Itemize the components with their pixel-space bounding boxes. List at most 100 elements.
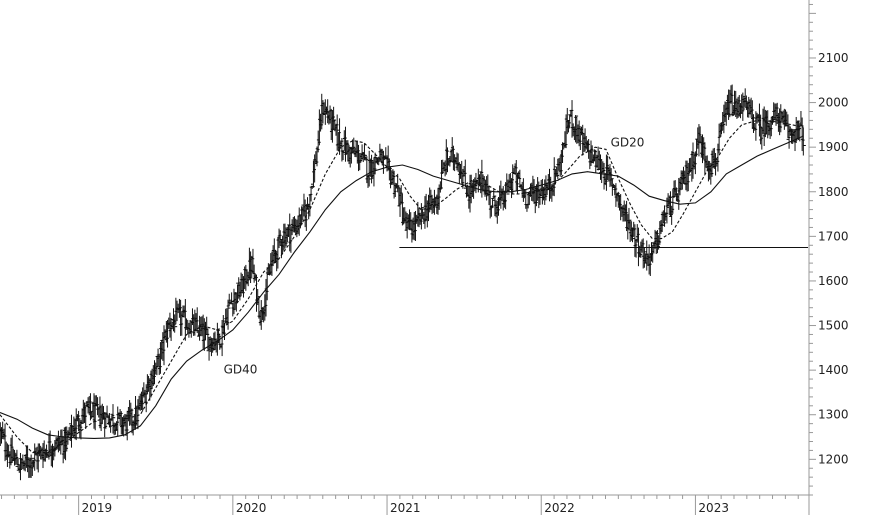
ohlc-bar xyxy=(153,362,159,375)
series-line-gd20 xyxy=(0,119,804,454)
ohlc-bar xyxy=(23,445,29,468)
ohlc-bar xyxy=(562,131,568,148)
ohlc-bar xyxy=(185,319,191,334)
ohlc-bar xyxy=(599,159,605,184)
ohlc-bar xyxy=(40,443,46,469)
ohlc-bar xyxy=(130,420,136,436)
y-tick-label: 1400 xyxy=(818,363,849,377)
ohlc-bar xyxy=(786,125,792,149)
ohlc-bar xyxy=(154,356,160,376)
ohlc-bar xyxy=(262,294,268,321)
ohlc-bar xyxy=(19,458,25,470)
ohlc-bar xyxy=(628,221,634,241)
ohlc-bar xyxy=(348,146,354,164)
ohlc-bar xyxy=(594,154,600,168)
ohlc-bar xyxy=(96,406,102,418)
ohlc-bar xyxy=(601,162,607,190)
ohlc-bar xyxy=(800,127,806,156)
ohlc-bar xyxy=(223,308,229,323)
ohlc-bar xyxy=(92,395,98,431)
ohlc-bar xyxy=(482,180,488,195)
ohlc-bar xyxy=(246,247,252,280)
ohlc-bar xyxy=(429,194,435,215)
ohlc-bar xyxy=(443,139,449,175)
ohlc-bar xyxy=(423,193,429,222)
ohlc-bar xyxy=(35,443,41,473)
ohlc-bar xyxy=(93,395,99,407)
ohlc-bar xyxy=(232,292,238,310)
ohlc-bar xyxy=(178,299,184,336)
ohlc-bar xyxy=(690,142,696,179)
ohlc-bar xyxy=(685,162,691,192)
ohlc-bar xyxy=(539,178,545,205)
ohlc-bar xyxy=(7,451,13,469)
ohlc-bar xyxy=(576,120,582,147)
series-line-gd40 xyxy=(0,135,804,439)
ohlc-bar xyxy=(600,161,606,174)
ohlc-bar xyxy=(733,90,739,118)
ohlc-bar xyxy=(282,223,288,249)
ohlc-bar xyxy=(587,150,593,170)
ohlc-bar xyxy=(759,127,765,150)
ohlc-bar xyxy=(208,337,214,357)
ohlc-bar xyxy=(212,331,218,350)
ohlc-bar xyxy=(760,108,766,135)
ohlc-bar xyxy=(625,214,631,240)
ohlc-bar xyxy=(702,142,708,174)
ohlc-bar xyxy=(452,154,458,172)
ohlc-bar xyxy=(22,454,28,472)
ohlc-bar xyxy=(188,321,194,338)
ohlc-bar xyxy=(799,117,805,152)
ohlc-bar xyxy=(142,389,148,404)
ohlc-bar xyxy=(538,180,544,195)
ohlc-bar xyxy=(695,127,701,149)
ohlc-bar xyxy=(251,264,257,283)
ohlc-bar xyxy=(407,209,413,231)
ohlc-bar xyxy=(259,307,265,321)
ohlc-bar xyxy=(624,200,630,232)
ohlc-bar xyxy=(653,231,659,254)
ohlc-bar xyxy=(424,200,430,228)
ohlc-bar xyxy=(700,134,706,164)
ohlc-bar xyxy=(21,460,27,471)
x-axis-ticks: 2019 2020 2021 2022 2023 xyxy=(1,495,799,515)
ohlc-bar xyxy=(127,400,133,426)
ohlc-bar xyxy=(313,151,319,163)
ohlc-bar xyxy=(589,145,595,164)
ohlc-bar xyxy=(34,446,40,470)
ohlc-bar xyxy=(550,183,556,196)
moving-average-lines xyxy=(0,119,804,454)
ohlc-bar xyxy=(8,437,14,466)
ohlc-bar xyxy=(316,109,322,146)
ohlc-bar xyxy=(677,178,683,196)
ohlc-bar xyxy=(675,193,681,202)
ohlc-bar xyxy=(80,399,86,424)
ohlc-bar xyxy=(573,115,579,143)
ohlc-bar xyxy=(393,183,399,188)
ohlc-bar xyxy=(751,114,757,133)
ohlc-bar xyxy=(366,150,372,187)
ohlc-bar xyxy=(644,240,650,271)
ohlc-bar xyxy=(669,205,675,225)
ohlc-bar xyxy=(71,416,77,436)
ohlc-bar xyxy=(670,189,676,214)
ohlc-bar xyxy=(411,211,417,241)
ohlc-bar xyxy=(771,102,777,122)
ohlc-bar xyxy=(543,175,549,201)
ohlc-bar xyxy=(104,405,110,417)
ohlc-bar xyxy=(595,146,601,171)
ohlc-bar xyxy=(308,185,314,202)
ohlc-bar xyxy=(420,208,426,219)
ohlc-bar xyxy=(401,207,407,225)
ohlc-bar xyxy=(481,176,487,195)
ohlc-bar xyxy=(634,224,640,243)
ohlc-bar xyxy=(582,128,588,152)
ohlc-bar xyxy=(627,220,633,243)
ohlc-bar xyxy=(248,251,254,284)
ohlc-bar xyxy=(412,210,418,241)
ohlc-bar xyxy=(468,174,474,204)
ohlc-bar xyxy=(716,123,722,154)
ohlc-bar xyxy=(261,307,267,323)
ohlc-bar xyxy=(620,204,626,222)
